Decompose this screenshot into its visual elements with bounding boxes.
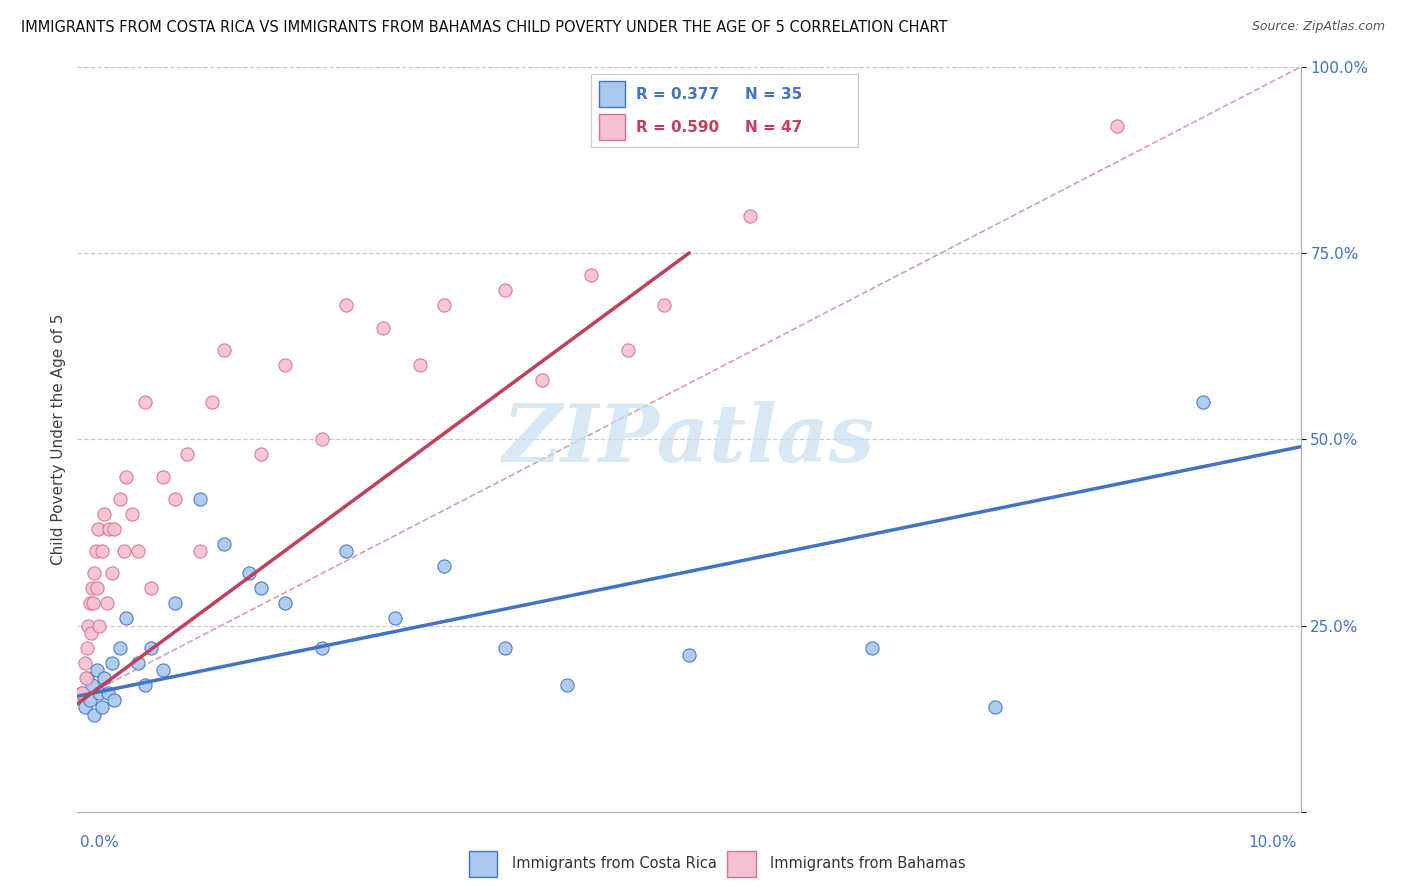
Point xyxy=(86,582,108,596)
Point xyxy=(531,373,554,387)
Point xyxy=(75,671,97,685)
Point xyxy=(115,469,138,483)
Point xyxy=(80,582,103,596)
Point xyxy=(108,491,131,506)
FancyBboxPatch shape xyxy=(468,851,498,877)
Point xyxy=(93,671,115,685)
Text: N = 47: N = 47 xyxy=(745,120,803,135)
Point xyxy=(127,544,149,558)
Point xyxy=(212,343,235,357)
Point xyxy=(127,656,149,670)
Point xyxy=(139,582,162,596)
Point xyxy=(984,700,1007,714)
Point xyxy=(76,640,98,655)
Point xyxy=(83,707,105,722)
Point xyxy=(188,491,211,506)
FancyBboxPatch shape xyxy=(599,114,626,140)
Point xyxy=(311,433,333,447)
Text: N = 35: N = 35 xyxy=(745,87,803,102)
Point xyxy=(108,640,131,655)
Point xyxy=(73,656,96,670)
Text: R = 0.377: R = 0.377 xyxy=(636,87,718,102)
Text: IMMIGRANTS FROM COSTA RICA VS IMMIGRANTS FROM BAHAMAS CHILD POVERTY UNDER THE AG: IMMIGRANTS FROM COSTA RICA VS IMMIGRANTS… xyxy=(21,20,948,35)
Point xyxy=(82,596,104,610)
Point xyxy=(103,522,125,536)
Text: Immigrants from Costa Rica: Immigrants from Costa Rica xyxy=(512,855,717,871)
Point xyxy=(165,596,187,610)
Point xyxy=(238,566,260,581)
Point xyxy=(139,640,162,655)
Point xyxy=(100,566,122,581)
Point xyxy=(495,284,517,298)
Point xyxy=(87,522,110,536)
Point xyxy=(73,700,96,714)
Point xyxy=(188,544,211,558)
Point xyxy=(335,298,357,312)
Point xyxy=(384,611,406,625)
Point xyxy=(862,640,884,655)
Point xyxy=(579,268,602,283)
Point xyxy=(70,685,93,699)
Point xyxy=(1191,395,1213,409)
Point xyxy=(100,656,122,670)
Point xyxy=(96,596,118,610)
Point xyxy=(112,544,135,558)
Point xyxy=(134,678,156,692)
Y-axis label: Child Poverty Under the Age of 5: Child Poverty Under the Age of 5 xyxy=(51,314,66,565)
Point xyxy=(90,700,112,714)
Point xyxy=(740,209,762,223)
Point xyxy=(80,678,103,692)
Point xyxy=(152,663,174,677)
Point xyxy=(654,298,676,312)
Point xyxy=(79,693,101,707)
Point xyxy=(86,663,108,677)
Point xyxy=(1107,120,1129,134)
Point xyxy=(97,685,120,699)
Text: 10.0%: 10.0% xyxy=(1249,835,1296,849)
Point xyxy=(176,447,198,461)
Point xyxy=(115,611,138,625)
Point xyxy=(165,491,187,506)
Point xyxy=(371,320,394,334)
Point xyxy=(212,536,235,550)
FancyBboxPatch shape xyxy=(599,81,626,107)
Point xyxy=(93,507,115,521)
Point xyxy=(89,685,111,699)
Point xyxy=(335,544,357,558)
Point xyxy=(409,358,432,372)
Point xyxy=(84,544,107,558)
Point xyxy=(495,640,517,655)
Point xyxy=(311,640,333,655)
Point xyxy=(90,544,112,558)
Point xyxy=(70,685,93,699)
Point xyxy=(274,358,297,372)
Point xyxy=(134,395,156,409)
Point xyxy=(79,596,101,610)
Point xyxy=(121,507,143,521)
Text: Source: ZipAtlas.com: Source: ZipAtlas.com xyxy=(1251,20,1385,33)
Point xyxy=(433,558,456,573)
Point xyxy=(76,671,98,685)
Text: ZIPatlas: ZIPatlas xyxy=(503,401,875,478)
Point xyxy=(152,469,174,483)
Point xyxy=(617,343,640,357)
Point xyxy=(98,522,121,536)
Text: Immigrants from Bahamas: Immigrants from Bahamas xyxy=(770,855,966,871)
Point xyxy=(201,395,224,409)
FancyBboxPatch shape xyxy=(727,851,755,877)
Point xyxy=(83,566,105,581)
Point xyxy=(433,298,456,312)
Text: 0.0%: 0.0% xyxy=(80,835,120,849)
Point xyxy=(678,648,700,663)
Point xyxy=(250,447,273,461)
Point xyxy=(250,582,273,596)
Point xyxy=(103,693,125,707)
Text: R = 0.590: R = 0.590 xyxy=(636,120,718,135)
Point xyxy=(80,626,103,640)
Point xyxy=(89,618,111,632)
Point xyxy=(555,678,578,692)
Point xyxy=(77,618,100,632)
Point xyxy=(274,596,297,610)
